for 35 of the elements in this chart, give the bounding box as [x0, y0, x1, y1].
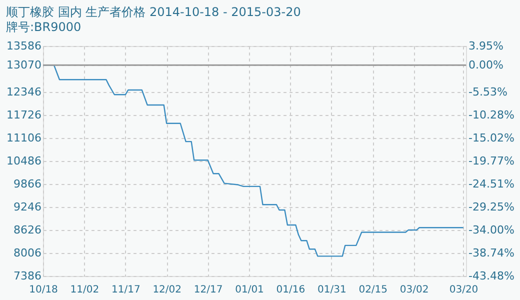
y-tick-label: 11106	[6, 132, 42, 144]
y2-tick-label: -24.51%	[468, 178, 514, 191]
y-tick-label: 8626	[14, 224, 42, 236]
x-tick-label: 01/16	[276, 284, 306, 296]
y2-tick-label: -5.53%	[468, 85, 508, 98]
y-tick-label: 10486	[6, 154, 42, 168]
y2-tick-label: -34.00%	[468, 224, 514, 237]
y-tick-label: 11726	[6, 108, 42, 122]
y-tick-label: 13070	[6, 58, 42, 72]
x-tick-label: 02/15	[358, 284, 388, 296]
chart-subtitle: 牌号:BR9000	[6, 20, 82, 34]
y2-tick-label: -38.74%	[468, 246, 514, 260]
x-tick-label: 10/18	[29, 284, 58, 296]
x-tick-label: 12/17	[194, 284, 223, 296]
x-tick-label: 03/02	[400, 284, 429, 296]
y2-tick-label: -15.02%	[468, 131, 514, 144]
x-tick-label: 01/01	[235, 284, 264, 296]
y-tick-label: 7386	[14, 270, 42, 282]
x-tick-label: 11/17	[111, 284, 140, 296]
y2-tick-label: 3.95%	[468, 40, 504, 52]
x-tick-label: 01/31	[317, 284, 346, 296]
y-tick-label: 13586	[6, 40, 42, 52]
y2-tick-label: -43.48%	[468, 270, 514, 282]
y-tick-label: 9246	[14, 200, 42, 214]
x-tick-label: 03/20	[449, 284, 478, 296]
x-tick-label: 11/02	[70, 284, 100, 296]
y2-tick-label: -10.28%	[468, 108, 514, 122]
y2-tick-label: -29.25%	[468, 200, 514, 214]
y2-tick-label: -19.77%	[468, 154, 514, 168]
y-tick-label: 12346	[6, 86, 42, 98]
y-tick-label: 9866	[14, 178, 42, 190]
y2-tick-label: 0.00%	[468, 58, 504, 72]
y-tick-label: 8006	[14, 246, 42, 260]
chart-title: 顺丁橡胶 国内 生产者价格 2014-10-18 - 2015-03-20	[6, 5, 301, 19]
x-tick-label: 12/02	[152, 284, 182, 296]
